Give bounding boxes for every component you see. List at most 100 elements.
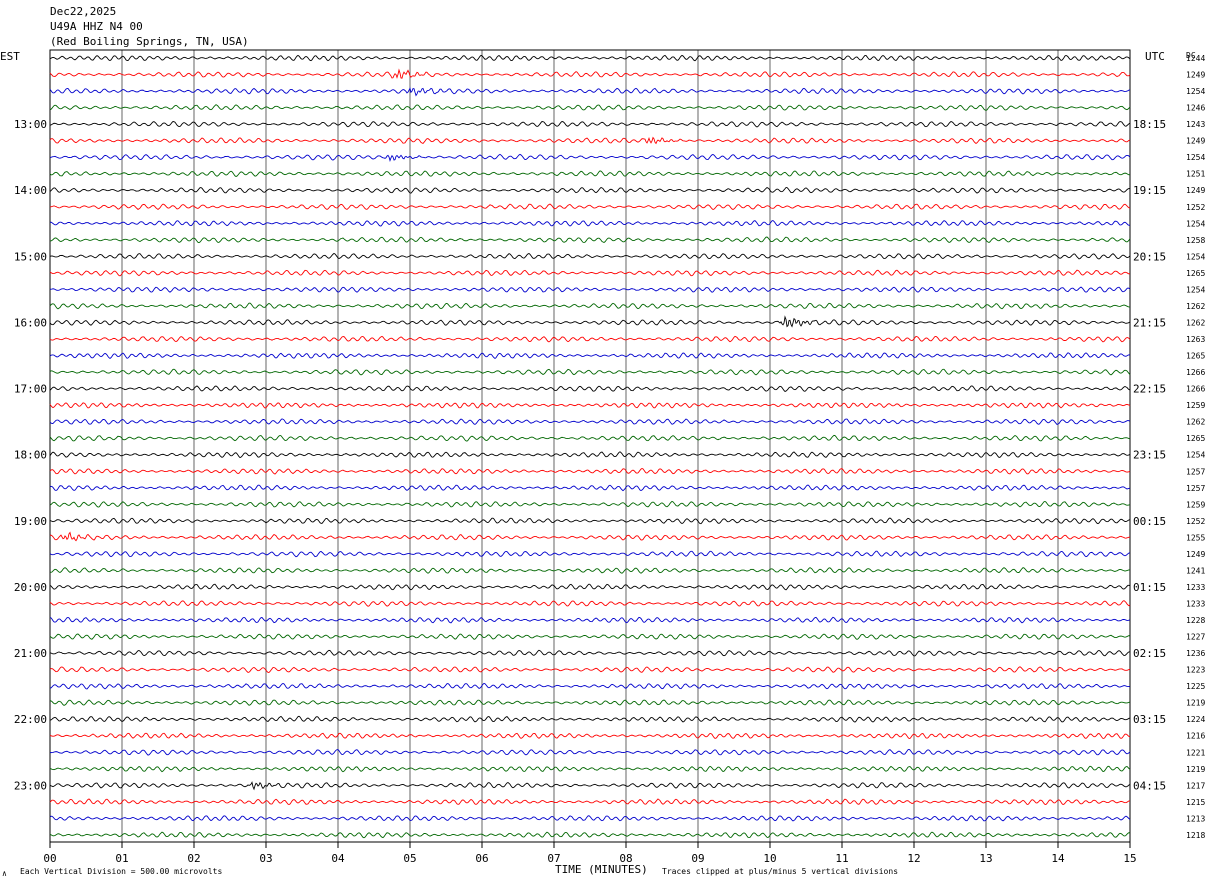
trace-line	[49, 286, 1131, 293]
trace-line	[49, 748, 1131, 756]
trace-line	[49, 451, 1131, 459]
trace-line	[49, 203, 1131, 211]
dc-offset-label: 1254	[1186, 252, 1205, 261]
x-tick-label: 06	[475, 852, 488, 865]
trace-line	[49, 120, 1131, 128]
dc-offset-label: 1216	[1186, 732, 1205, 741]
trace-line	[49, 170, 1131, 177]
dc-offset-label: 1249	[1186, 550, 1205, 559]
trace-line	[49, 335, 1131, 343]
dc-offset-label: 1223	[1186, 666, 1205, 675]
trace-line	[49, 368, 1131, 376]
scale-annotation: Each Vertical Division = 500.00 microvol…	[20, 867, 222, 876]
dc-offset-label: 1249	[1186, 137, 1205, 146]
dc-offset-label: 1221	[1186, 748, 1205, 757]
utc-hour-label: 22:15	[1133, 383, 1166, 396]
dc-offset-label: 1254	[1186, 285, 1205, 294]
trace-line	[49, 550, 1131, 558]
dc-offset-label: 1233	[1186, 583, 1205, 592]
trace-line	[49, 252, 1131, 260]
trace-line	[49, 567, 1131, 574]
trace-line	[49, 136, 1131, 145]
station-label: U49A HHZ N4 00	[50, 20, 143, 33]
utc-hour-label: 02:15	[1133, 647, 1166, 660]
trace-line	[49, 352, 1131, 360]
est-axis-label: EST	[0, 50, 20, 63]
trace-line	[49, 531, 1131, 542]
dc-offset-label: 1254	[1186, 219, 1205, 228]
dc-offset-label: 1249	[1186, 186, 1205, 195]
plot-frame	[49, 49, 1131, 843]
trace-line	[49, 600, 1131, 607]
x-tick-label: 00	[43, 852, 56, 865]
dc-offset-label: 1266	[1186, 368, 1205, 377]
utc-hour-label: 23:15	[1133, 449, 1166, 462]
est-hour-label: 18:00	[14, 449, 47, 462]
clip-annotation: Traces clipped at plus/minus 5 vertical …	[662, 867, 898, 876]
utc-hour-label: 01:15	[1133, 581, 1166, 594]
dc-offset-label: 1249	[1186, 71, 1205, 80]
trace-line	[49, 467, 1131, 475]
dc-offset-label: 1246	[1186, 104, 1205, 113]
date-label: Dec22,2025	[50, 5, 116, 18]
location-label: (Red Boiling Springs, TN, USA)	[50, 35, 249, 48]
x-tick-labels: 00 01 02 03 04 05 06 07 08 09 10 11 12 13 14 15	[43, 852, 1136, 865]
trace-line	[49, 269, 1131, 277]
x-tick-label: 15	[1123, 852, 1136, 865]
x-tick-label: 03	[259, 852, 272, 865]
est-hour-label: 15:00	[14, 250, 47, 263]
est-hour-label: 19:00	[14, 515, 47, 528]
est-hour-label: 20:00	[14, 581, 47, 594]
trace-line	[49, 220, 1131, 227]
dc-offset-label: 1252	[1186, 203, 1205, 212]
trace-line	[49, 315, 1131, 328]
utc-hour-label: 21:15	[1133, 316, 1166, 329]
dc-offset-label: 1252	[1186, 517, 1205, 526]
trace-line	[49, 87, 1131, 97]
dc-offset-label: 1259	[1186, 500, 1205, 509]
trace-line	[49, 781, 1131, 791]
x-tick-label: 09	[691, 852, 704, 865]
dc-offset-label: 1224	[1186, 715, 1205, 724]
trace-line	[49, 104, 1131, 111]
x-tick-label: 11	[835, 852, 848, 865]
est-hour-label: 13:00	[14, 118, 47, 131]
trace-line	[49, 68, 1131, 79]
dc-offset-label: 1219	[1186, 765, 1205, 774]
x-tick-label: 01	[115, 852, 128, 865]
seismic-traces	[49, 54, 1131, 839]
grid-lines	[49, 50, 1131, 848]
trace-line	[49, 633, 1131, 640]
dc-offset-label: 1227	[1186, 633, 1205, 642]
trace-line	[49, 517, 1131, 525]
trace-line	[49, 798, 1131, 805]
trace-line	[49, 418, 1131, 425]
dc-offset-label: 1251	[1186, 170, 1205, 179]
dc-offset-label: 1259	[1186, 401, 1205, 410]
dc-offset-label: 1258	[1186, 236, 1205, 245]
est-hour-label: 16:00	[14, 316, 47, 329]
dc-offset-label: 1265	[1186, 269, 1205, 278]
x-tick-label: 02	[187, 852, 200, 865]
trace-line	[49, 186, 1131, 194]
utc-axis-label: UTC	[1145, 50, 1165, 63]
utc-hour-labels: 18:15 19:15 20:15 21:15 22:15 23:15 00:15 01:15…	[1133, 118, 1166, 792]
dc-offset-label: 1225	[1186, 682, 1205, 691]
dc-offset-label: 1228	[1186, 616, 1205, 625]
x-tick-label: 13	[979, 852, 992, 865]
dc-offset-labels: 1244 1249 1254 1246 1243 1249 1254 1251 1249 1252…	[1186, 54, 1205, 840]
x-tick-label: 04	[331, 852, 345, 865]
x-axis-title: TIME (MINUTES)	[555, 863, 648, 876]
x-tick-label: 14	[1051, 852, 1065, 865]
dc-offset-label: 1213	[1186, 814, 1205, 823]
dc-offset-label: 1257	[1186, 484, 1205, 493]
dc-offset-label: 1265	[1186, 434, 1205, 443]
dc-offset-label: 1241	[1186, 566, 1205, 575]
x-tick-label: 10	[763, 852, 776, 865]
est-hour-label: 22:00	[14, 713, 47, 726]
est-hour-label: 17:00	[14, 383, 47, 396]
trace-line	[49, 831, 1131, 839]
dc-offset-label: 1257	[1186, 467, 1205, 476]
trace-line	[49, 434, 1131, 442]
